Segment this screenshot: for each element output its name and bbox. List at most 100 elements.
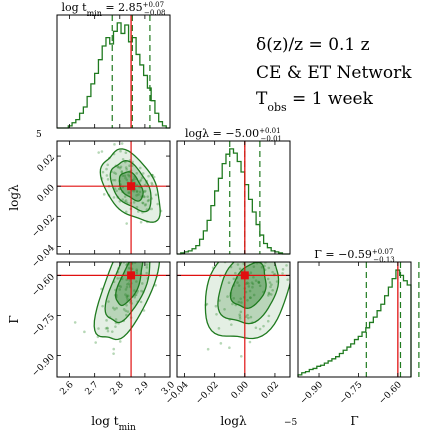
sample-point [234,271,237,275]
sample-point [132,178,136,181]
contour-level-0 [204,262,290,340]
sample-point [143,203,147,207]
sample-point [270,293,273,296]
sample-point [261,230,264,233]
annotation-line-2: CE & ET Network [256,63,412,83]
sample-point [254,326,258,330]
sample-point [286,278,289,281]
sample-point [229,257,232,260]
sample-point [150,181,154,185]
sample-point [107,300,110,303]
sample-point [248,289,252,293]
sample-point [127,266,131,270]
x-axis-label-loglambda: logλ [220,414,247,428]
sample-point [145,242,148,245]
sample-point [124,288,128,291]
sample-point [257,281,261,284]
sample-point [144,203,148,206]
sample-point [111,178,115,182]
sample-point [127,282,130,285]
sample-point [116,165,120,169]
sample-point [112,352,115,355]
sample-point [217,327,221,330]
sample-point [113,178,117,182]
sample-point [124,210,128,214]
histogram-loglambda [177,148,290,255]
sample-point [121,249,124,252]
sample-point [227,281,231,285]
scatter-inner-2 [204,230,290,358]
sample-point [215,312,218,316]
sample-point [230,323,233,326]
sample-point [232,296,236,300]
sample-point [127,191,130,194]
sample-point [231,302,234,306]
sample-point [97,327,100,330]
hist-frame-logt_min [56,14,171,129]
sample-point [267,291,271,295]
sample-point [251,282,255,286]
sample-point [139,300,143,304]
contour-level-1 [104,262,151,324]
sample-point [239,310,243,314]
sample-point [111,306,115,310]
sample-point [148,247,151,250]
sample-point [238,267,242,271]
sample-point [240,251,243,254]
sample-point [270,255,273,258]
sample-point [269,244,272,247]
sample-point [138,242,141,245]
sample-point [133,295,136,299]
x-axis-label-Gamma: Γ [350,414,358,428]
contour-level-1 [217,262,280,325]
sample-point [120,170,124,173]
sample-point [100,150,104,153]
diag-tick-label: 5 [36,130,42,140]
histogram-Gamma [297,269,412,377]
sample-point [275,280,279,283]
panel-title-logt_min: log tmin = 2.85+0.07 −0.08 [61,1,165,18]
sample-point [247,282,250,285]
scatter-frame-0 [56,140,171,255]
sample-point [124,151,128,154]
sample-point [235,241,238,244]
sample-point [135,183,139,187]
sample-point [128,229,131,232]
sample-point [131,179,134,182]
x-tick-label-logt_min: 2.9 [134,380,151,397]
sample-point [101,170,105,174]
x-tick-label-Gamma: −0.75 [338,380,365,407]
sample-point [128,164,131,167]
sample-point [285,249,288,252]
sample-point [245,245,248,248]
sample-point [118,288,122,291]
sample-point [114,172,118,175]
sample-point [144,189,147,193]
sample-point [239,297,243,300]
hist-panel-loglambda [177,141,290,255]
sample-point [267,314,271,318]
sample-point [237,300,241,304]
y-tick-label-loglambda: −0.04 [30,243,57,270]
sample-point [134,293,138,297]
sample-point [119,285,123,289]
sample-point [267,294,270,297]
panel-title-loglambda: logλ = −5.00+0.01 −0.01 [185,127,282,143]
y-tick-label-loglambda: 0.02 [36,153,57,174]
x-tick-label-Gamma: −0.90 [299,380,326,407]
scatter-panel-logt_min-loglambda [57,141,170,254]
sample-point [269,285,272,289]
sample-point [141,259,144,262]
sample-point [106,178,110,181]
sample-point [247,316,250,320]
sample-point [171,272,174,275]
sample-point [135,269,139,273]
sample-point [249,315,253,319]
sample-point [113,143,116,146]
truth-marker [127,182,136,191]
sample-point [138,166,142,170]
annotation-line-3: Tobs = 1 week [256,89,374,114]
sample-point [105,326,109,330]
sample-point [117,166,120,169]
hist-panel-logt_min [57,15,170,129]
